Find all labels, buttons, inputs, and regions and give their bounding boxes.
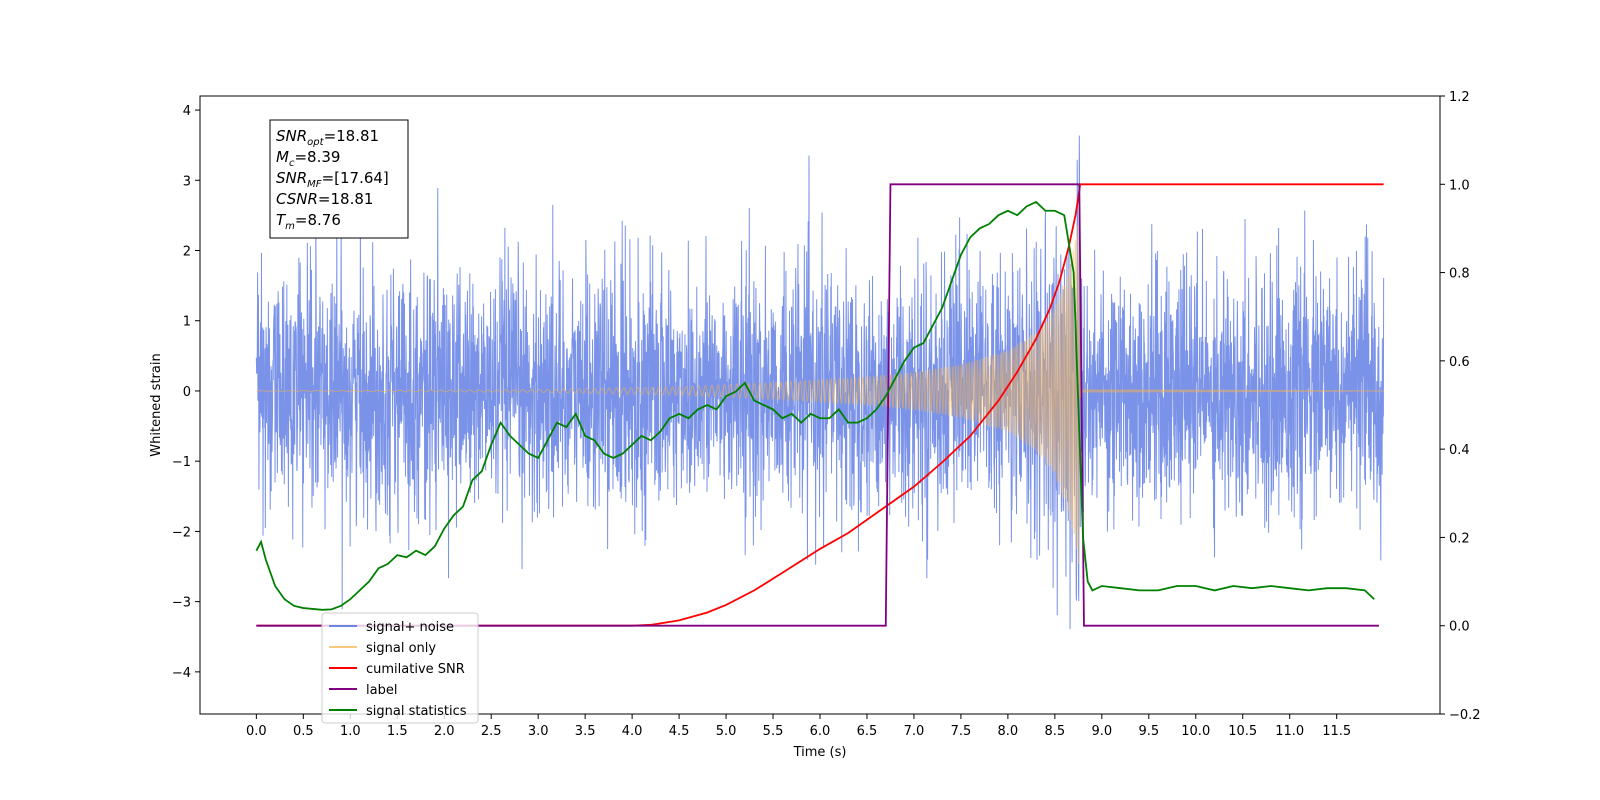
x-tick-label: 5.5 bbox=[763, 724, 784, 739]
y2-tick-label: −0.2 bbox=[1449, 708, 1481, 723]
legend-label: signal only bbox=[366, 641, 436, 656]
x-tick-label: 10.5 bbox=[1228, 724, 1257, 739]
x-tick-label: 0.5 bbox=[293, 724, 314, 739]
y-tick-label: −3 bbox=[172, 596, 191, 611]
info-line: CSNR=18.81 bbox=[276, 190, 373, 208]
info-box: SNRopt=18.81Mc=8.39SNRMF=[17.64]CSNR=18.… bbox=[269, 119, 409, 239]
x-tick-label: 1.5 bbox=[387, 724, 408, 739]
series-layer bbox=[255, 135, 1385, 630]
x-tick-label: 10.0 bbox=[1181, 724, 1210, 739]
x-tick-label: 9.5 bbox=[1138, 724, 1159, 739]
info-symbol: T bbox=[276, 211, 287, 229]
x-tick-label: 1.0 bbox=[340, 724, 361, 739]
info-symbol: SNR bbox=[276, 127, 307, 145]
x-tick-label: 5.0 bbox=[716, 724, 737, 739]
info-value: =18.81 bbox=[318, 190, 374, 208]
y2-tick-label: 0.8 bbox=[1449, 267, 1470, 282]
info-subscript: c bbox=[289, 158, 295, 169]
info-symbol: CSNR bbox=[276, 190, 318, 208]
info-line: SNRMF=[17.64] bbox=[276, 169, 389, 190]
info-symbol: SNR bbox=[276, 169, 307, 187]
y2-tick-label: 0.0 bbox=[1449, 620, 1470, 635]
series-label-line bbox=[256, 183, 1379, 627]
info-line: Tm=8.76 bbox=[276, 211, 341, 232]
legend-label: signal+ noise bbox=[366, 620, 454, 635]
info-line: SNRopt=18.81 bbox=[276, 127, 379, 148]
legend-label: cumilative SNR bbox=[366, 662, 465, 677]
series-signal-noise-line bbox=[255, 135, 1385, 630]
y-tick-label: 2 bbox=[183, 245, 191, 260]
y-tick-label: 3 bbox=[183, 174, 191, 189]
info-value: =[17.64] bbox=[322, 169, 389, 187]
x-tick-label: 8.5 bbox=[1045, 724, 1066, 739]
x-tick-label: 11.0 bbox=[1275, 724, 1304, 739]
y-tick-label: 4 bbox=[183, 104, 191, 119]
info-subscript: m bbox=[285, 221, 295, 232]
axes-layer: 0.0 0.5 1.0 1.5 2.0 2.5 3.0 3.5 4.0 4.5 5.0 5.5 6.0 6… bbox=[172, 90, 1481, 739]
info-box-frame bbox=[269, 119, 409, 239]
x-tick-label: 3.0 bbox=[528, 724, 549, 739]
info-value: =8.39 bbox=[294, 148, 340, 166]
x-tick-label: 2.5 bbox=[481, 724, 502, 739]
x-tick-label: 4.0 bbox=[622, 724, 643, 739]
info-value: =8.76 bbox=[295, 211, 341, 229]
y2-tick-label: 0.2 bbox=[1449, 531, 1470, 546]
legend-label: label bbox=[366, 683, 397, 698]
y2-tick-label: 0.6 bbox=[1449, 355, 1470, 370]
x-tick-label: 0.0 bbox=[246, 724, 267, 739]
y2-tick-label: 1.2 bbox=[1449, 90, 1470, 105]
info-line: Mc=8.39 bbox=[276, 148, 340, 169]
legend-frame bbox=[321, 612, 479, 724]
x-tick-label: 8.0 bbox=[998, 724, 1019, 739]
legend: signal+ noise signal only cumilative SNR la… bbox=[321, 612, 479, 724]
x-tick-label: 2.0 bbox=[434, 724, 455, 739]
x-tick-label: 7.0 bbox=[904, 724, 925, 739]
info-symbol: M bbox=[276, 148, 289, 166]
x-tick-label: 4.5 bbox=[669, 724, 690, 739]
y-tick-label: −1 bbox=[172, 455, 191, 470]
info-subscript: MF bbox=[307, 179, 322, 190]
series-signal-only-line bbox=[256, 224, 1384, 565]
y-tick-label: −2 bbox=[172, 525, 191, 540]
info-subscript: opt bbox=[307, 137, 324, 148]
y2-tick-label: 1.0 bbox=[1449, 178, 1470, 193]
y-tick-label: 1 bbox=[183, 315, 191, 330]
x-tick-label: 11.5 bbox=[1322, 724, 1351, 739]
legend-label: signal statistics bbox=[366, 704, 467, 719]
y-tick-label: 0 bbox=[183, 385, 191, 400]
info-value: =18.81 bbox=[324, 127, 380, 145]
x-tick-label: 7.5 bbox=[951, 724, 972, 739]
x-tick-label: 9.0 bbox=[1091, 724, 1112, 739]
y-axis-label: Whitened strain bbox=[149, 353, 164, 456]
series-signal-statistics-line bbox=[255, 200, 1375, 611]
y2-tick-label: 0.4 bbox=[1449, 443, 1470, 458]
x-tick-label: 6.0 bbox=[810, 724, 831, 739]
x-tick-label: 6.5 bbox=[857, 724, 878, 739]
x-tick-label: 3.5 bbox=[575, 724, 596, 739]
y-tick-label: −4 bbox=[172, 666, 191, 681]
x-axis-label: Time (s) bbox=[793, 745, 847, 760]
